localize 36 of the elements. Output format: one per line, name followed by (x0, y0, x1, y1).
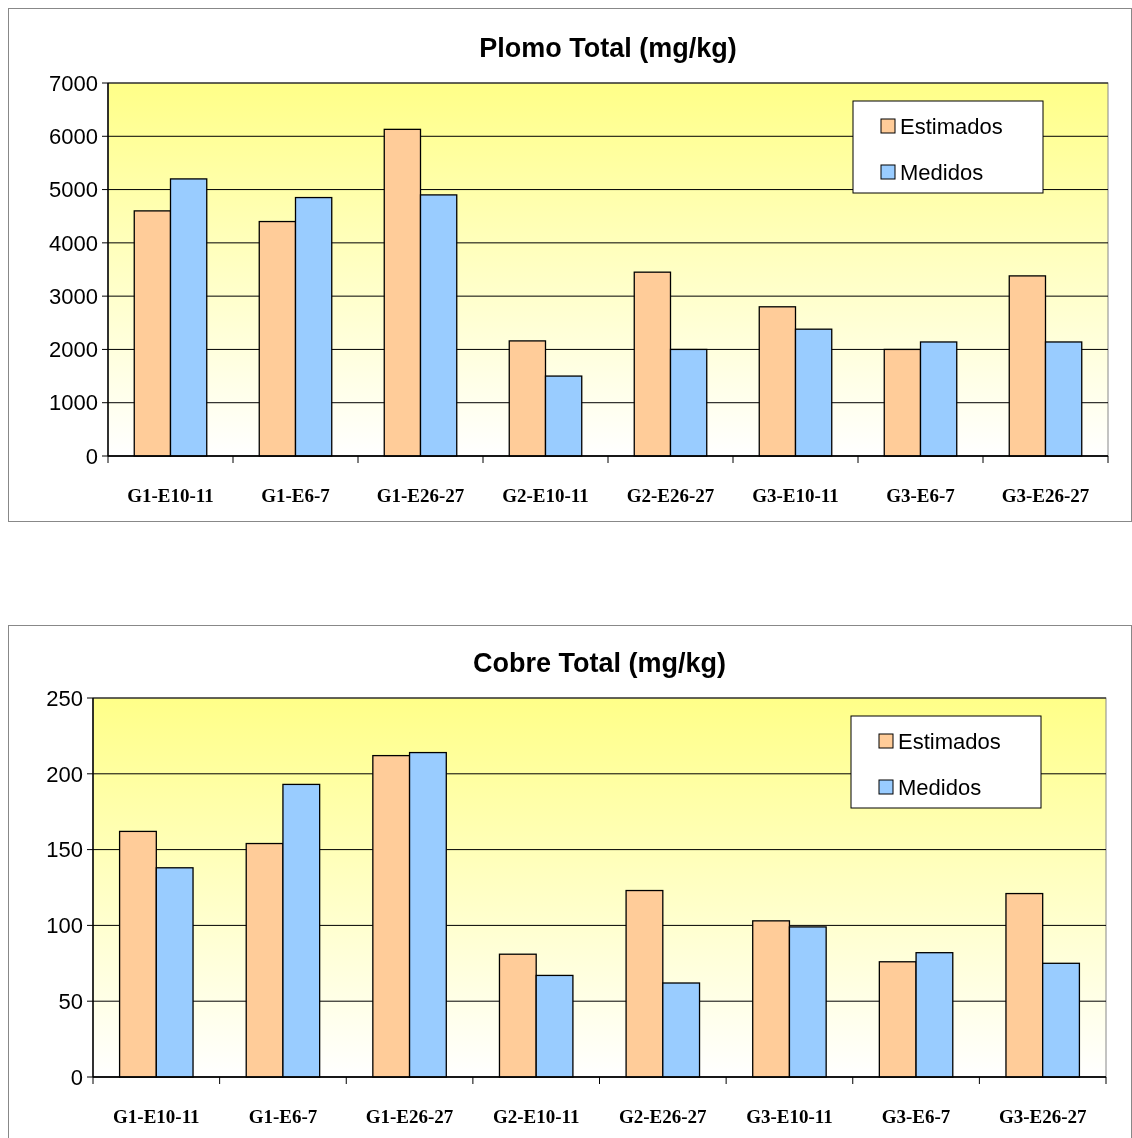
y-tick-label: 200 (46, 761, 83, 787)
x-tick-label: G1-E10-11 (113, 1106, 200, 1127)
y-tick-label: 150 (46, 837, 83, 863)
x-tick-label: G3-E6-7 (886, 485, 956, 506)
y-tick-label: 6000 (49, 123, 98, 149)
x-tick-label: G2-E26-27 (626, 485, 715, 506)
x-tick-label: G2-E26-27 (619, 1106, 708, 1127)
x-tick-label: G1-E10-11 (127, 485, 214, 506)
x-tick-label: G2-E10-11 (502, 485, 589, 506)
y-tick-label: 2000 (49, 337, 98, 363)
x-tick-label: G1-E6-7 (248, 1106, 318, 1127)
y-tick-label: 5000 (49, 177, 98, 203)
legend-label: Medidos (900, 159, 984, 185)
y-tick-label: 4000 (49, 230, 98, 256)
x-tick-label: G3-E26-27 (998, 1106, 1087, 1127)
y-tick-label: 250 (46, 685, 83, 711)
y-tick-label: 0 (85, 443, 98, 469)
y-tick-label: 3000 (49, 283, 98, 309)
x-tick-label: G1-E6-7 (261, 485, 331, 506)
x-tick-label: G1-E26-27 (365, 1106, 454, 1127)
x-tick-label: G1-E26-27 (376, 485, 465, 506)
legend-label: Estimados (900, 113, 1003, 139)
chart-title: Plomo Total (mg/kg) (479, 33, 737, 63)
x-tick-label: G3-E10-11 (752, 485, 839, 506)
y-tick-label: 50 (58, 988, 83, 1014)
x-tick-label: G3-E26-27 (1001, 485, 1090, 506)
y-tick-label: 7000 (49, 70, 98, 96)
chart-title: Cobre Total (mg/kg) (473, 648, 726, 678)
x-tick-label: G3-E6-7 (881, 1106, 951, 1127)
y-tick-label: 1000 (49, 390, 98, 416)
x-tick-label: G2-E10-11 (492, 1106, 580, 1127)
legend-label: Estimados (898, 728, 1001, 754)
y-tick-label: 100 (46, 913, 83, 939)
legend-label: Medidos (898, 774, 982, 800)
y-tick-label: 0 (70, 1064, 83, 1090)
x-tick-label: G3-E10-11 (746, 1106, 833, 1127)
